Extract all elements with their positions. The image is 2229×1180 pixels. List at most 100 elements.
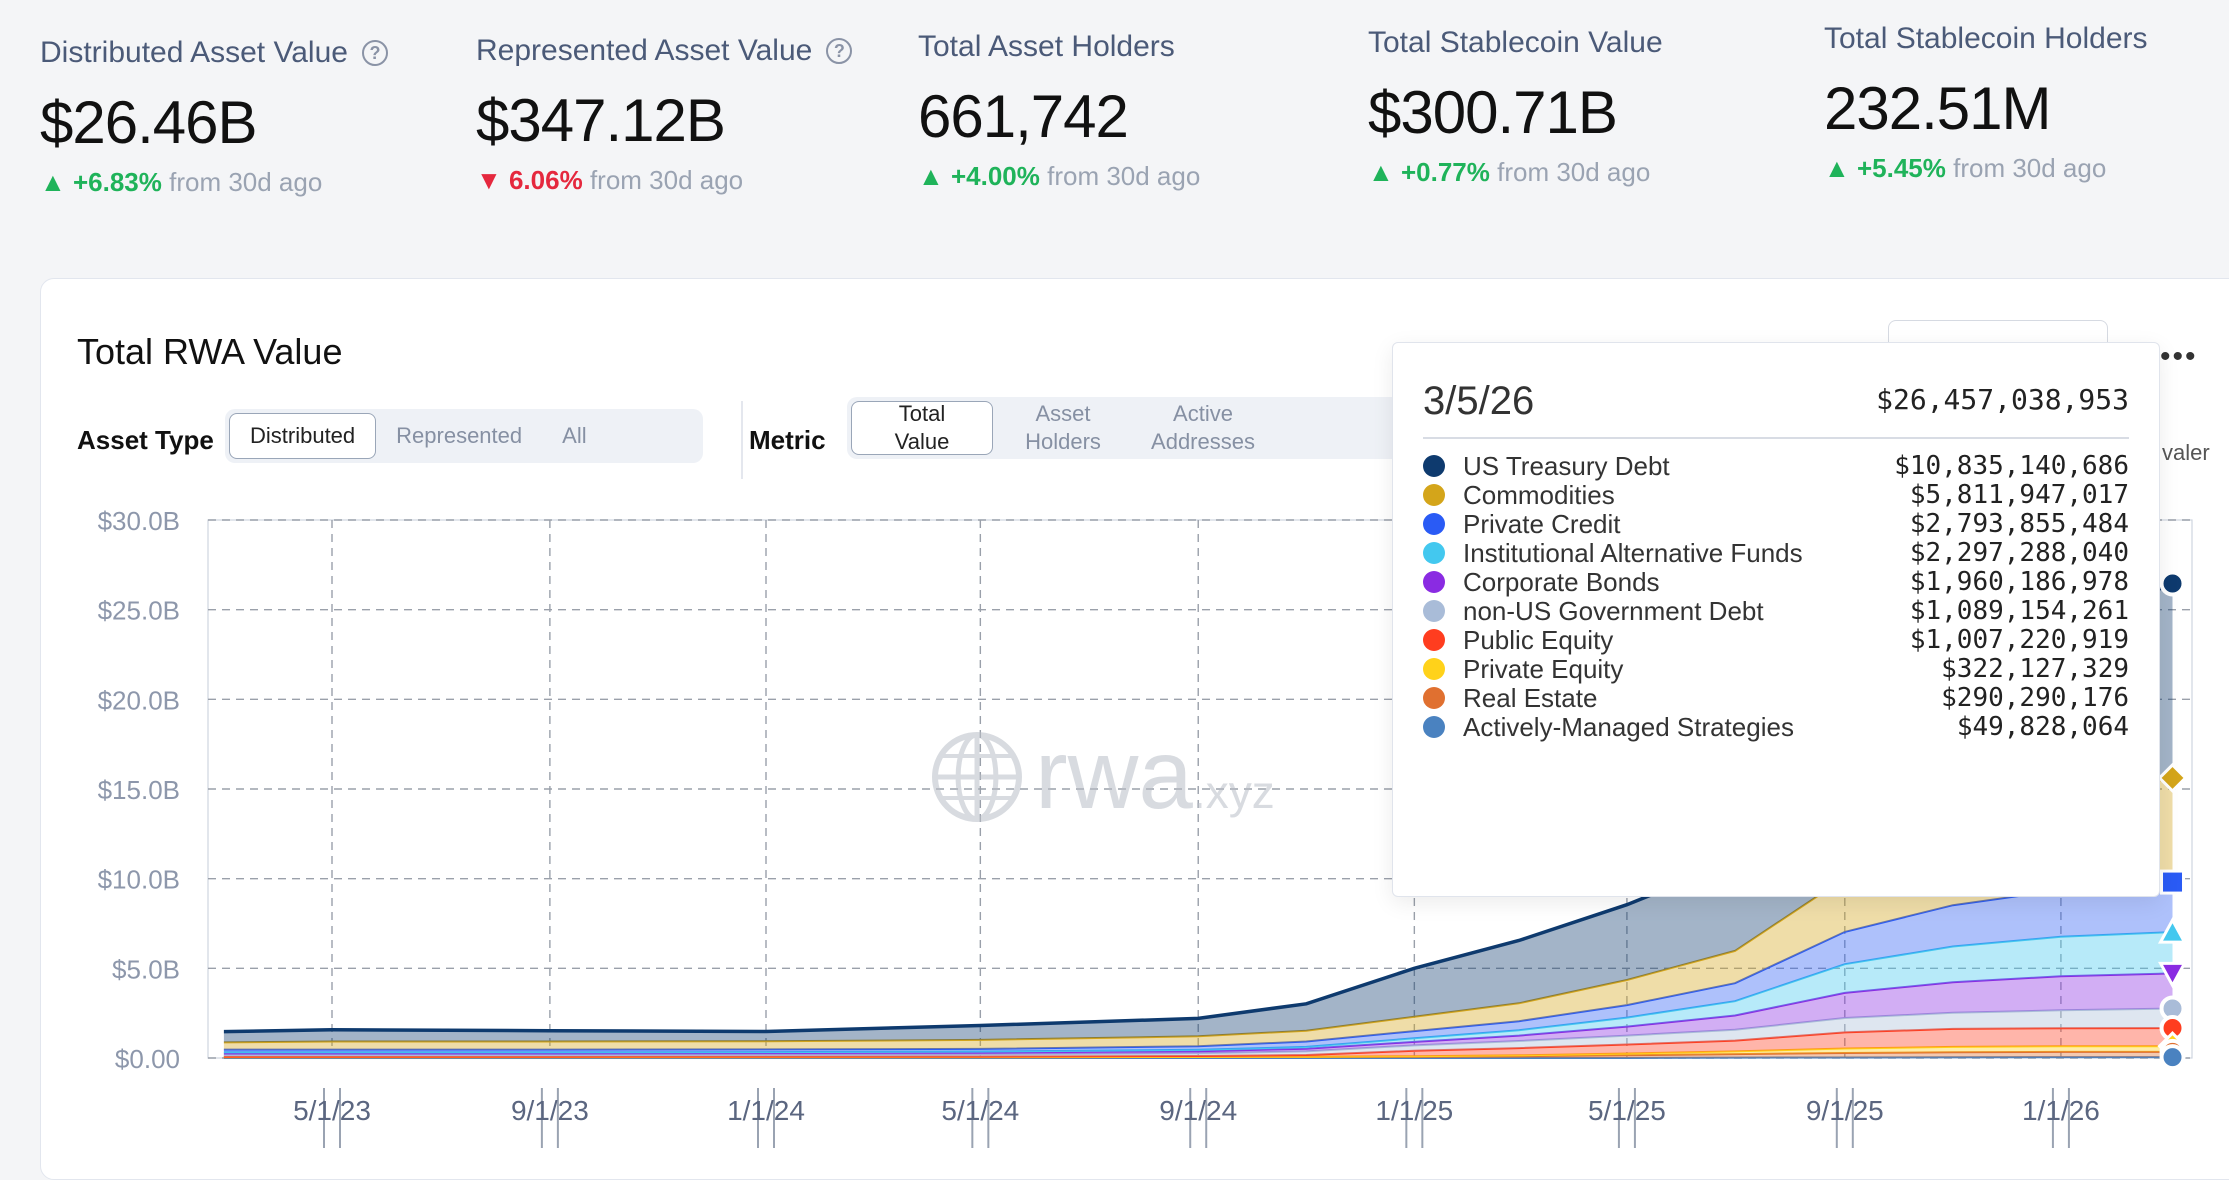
series-color-dot — [1423, 571, 1445, 593]
area-non-us-government-debt — [223, 1008, 2173, 1057]
help-icon[interactable]: ? — [826, 38, 853, 64]
tooltip-date: 3/5/26 — [1423, 379, 1535, 423]
asset-type-option-all[interactable]: All — [562, 423, 587, 448]
truncated-control-label: valer — [2162, 440, 2210, 465]
stat-delta: ▼ 6.06% from 30d ago — [476, 165, 852, 196]
stat-delta: ▲ +6.83% from 30d ago — [40, 167, 388, 198]
tooltip-series-name: Private Credit — [1463, 508, 1621, 539]
y-tick-label: $25.0B — [98, 596, 180, 626]
tooltip-series-value: $5,811,947,017 — [1909, 480, 2129, 510]
card-title: Total RWA Value — [77, 331, 343, 372]
area-private-equity — [223, 1046, 2173, 1058]
stat-delta-suffix: from 30d ago — [589, 165, 744, 195]
tooltip-series-name: Corporate Bonds — [1463, 566, 1660, 597]
stat-value: $347.12B — [476, 87, 726, 154]
tooltip-series-name: Commodities — [1463, 479, 1615, 510]
help-icon[interactable]: ? — [361, 40, 388, 66]
x-tick-label: 1/1/26 — [2022, 1095, 2100, 1126]
stat-label-text: Total Asset Holders — [918, 30, 1175, 63]
tooltip-series-name: non-US Government Debt — [1463, 595, 1764, 626]
x-tick-label: 5/1/23 — [293, 1095, 371, 1126]
area-private-credit — [223, 882, 2173, 1053]
stat-delta-value: +0.77% — [1400, 157, 1490, 187]
metric-option-asset-holders[interactable]: Asset Holders — [1025, 401, 1101, 454]
chart-tooltip: 3/5/26 $26,457,038,953 US Treasury Debt $… — [1392, 342, 2160, 897]
tooltip-series-value: $290,290,176 — [1941, 683, 2129, 713]
line-non-us-government-debt — [223, 1007, 2173, 1056]
series-color-dot — [1423, 716, 1445, 738]
stat-delta-value: +6.83% — [72, 167, 162, 197]
area-commodities — [223, 777, 2173, 1050]
series-color-dot — [1423, 513, 1445, 535]
y-tick-label: $0.00 — [115, 1044, 180, 1074]
area-institutional-alternative-funds — [223, 932, 2173, 1054]
y-tick-label: $30.0B — [98, 506, 180, 536]
tooltip-series-name: Actively-Managed Strategies — [1463, 711, 1794, 742]
series-end-marker — [2157, 916, 2188, 944]
series-end-marker — [2160, 869, 2186, 895]
tooltip-row: Corporate Bonds $1,960,186,978 — [1423, 567, 2129, 597]
series-color-dot — [1423, 658, 1445, 680]
stat-value: 232.51M — [1824, 75, 2051, 142]
y-tick-label: $15.0B — [98, 775, 180, 805]
tooltip-row: Private Equity $322,127,329 — [1423, 654, 2129, 684]
stat-label-text: Total Stablecoin Value — [1368, 26, 1663, 59]
series-end-marker — [2159, 570, 2186, 597]
tooltip-series-name: Public Equity — [1463, 624, 1614, 655]
tooltip-row: non-US Government Debt $1,089,154,261 — [1423, 596, 2129, 626]
series-end-marker — [2159, 1044, 2186, 1071]
stat-label-text: Represented Asset Value — [476, 34, 813, 67]
asset-type-selector: Distributed Represented All — [225, 409, 703, 463]
stat-value: 661,742 — [918, 83, 1129, 150]
asset-type-option-distributed[interactable]: Distributed — [229, 413, 377, 459]
y-tick-label: $10.0B — [98, 865, 180, 895]
tooltip-divider — [1423, 437, 2129, 439]
stat-label: Total Stablecoin Value — [1368, 26, 1663, 60]
series-end-marker — [2157, 961, 2188, 989]
x-tick-label: 5/1/24 — [941, 1095, 1019, 1126]
more-options-icon[interactable]: ••• — [2160, 340, 2198, 373]
stat-label: Total Asset Holders — [918, 30, 1200, 64]
stat-delta-suffix: from 30d ago — [1047, 161, 1201, 191]
stat-value: $26.46B — [40, 89, 258, 156]
tooltip-series-value: $2,297,288,040 — [1909, 538, 2129, 568]
metric-option-total-value[interactable]: Total Value — [851, 401, 993, 455]
line-private-credit — [223, 881, 2173, 1051]
tooltip-series-value: $1,089,154,261 — [1909, 596, 2129, 626]
stat-5: Total Stablecoin Holders 232.51M ▲ +5.45% … — [1824, 22, 2148, 184]
stat-label-text: Distributed Asset Value — [40, 36, 348, 69]
stat-delta-suffix: from 30d ago — [1497, 157, 1651, 187]
tooltip-row: Actively-Managed Strategies $49,828,064 — [1423, 712, 2129, 742]
metric-option-active-addresses[interactable]: Active Addresses — [1151, 401, 1255, 454]
tooltip-series-value: $322,127,329 — [1941, 654, 2129, 684]
series-color-dot — [1423, 600, 1445, 622]
stat-label: Total Stablecoin Holders — [1824, 22, 2148, 56]
stat-2: Represented Asset Value? $347.12B ▼ 6.06% … — [476, 34, 853, 196]
asset-type-option-represented[interactable]: Represented — [396, 423, 523, 448]
rwa-watermark-logo: rwa.xyz — [932, 719, 1275, 829]
tooltip-series-value: $10,835,140,686 — [1894, 451, 2129, 481]
arrow-up-icon: ▲ — [918, 161, 944, 191]
area-public-equity — [223, 1028, 2173, 1058]
line-public-equity — [223, 1027, 2173, 1058]
tooltip-row: Public Equity $1,007,220,919 — [1423, 625, 2129, 655]
tooltip-series-name: Institutional Alternative Funds — [1463, 537, 1803, 568]
tooltip-series-name: Real Estate — [1463, 682, 1598, 713]
tooltip-series-value: $1,960,186,978 — [1909, 567, 2129, 597]
tooltip-series-value: $2,793,855,484 — [1909, 509, 2129, 539]
x-tick-label: 9/1/24 — [1159, 1095, 1237, 1126]
tooltip-row: Real Estate $290,290,176 — [1423, 683, 2129, 713]
asset-type-label: Asset Type — [77, 425, 214, 455]
stat-label: Represented Asset Value? — [476, 34, 853, 68]
stat-delta: ▲ +4.00% from 30d ago — [918, 161, 1200, 192]
series-color-dot — [1423, 542, 1445, 564]
stat-delta-value: +5.45% — [1856, 153, 1946, 183]
stat-3: Total Asset Holders 661,742 ▲ +4.00% from … — [918, 30, 1200, 192]
x-tick-label: 1/1/25 — [1375, 1095, 1453, 1126]
arrow-up-icon: ▲ — [40, 167, 66, 197]
line-institutional-alternative-funds — [223, 931, 2173, 1054]
tooltip-series-name: US Treasury Debt — [1463, 450, 1670, 481]
stat-delta: ▲ +0.77% from 30d ago — [1368, 157, 1663, 188]
x-tick-label: 5/1/25 — [1588, 1095, 1666, 1126]
stat-delta-value: +4.00% — [950, 161, 1040, 191]
